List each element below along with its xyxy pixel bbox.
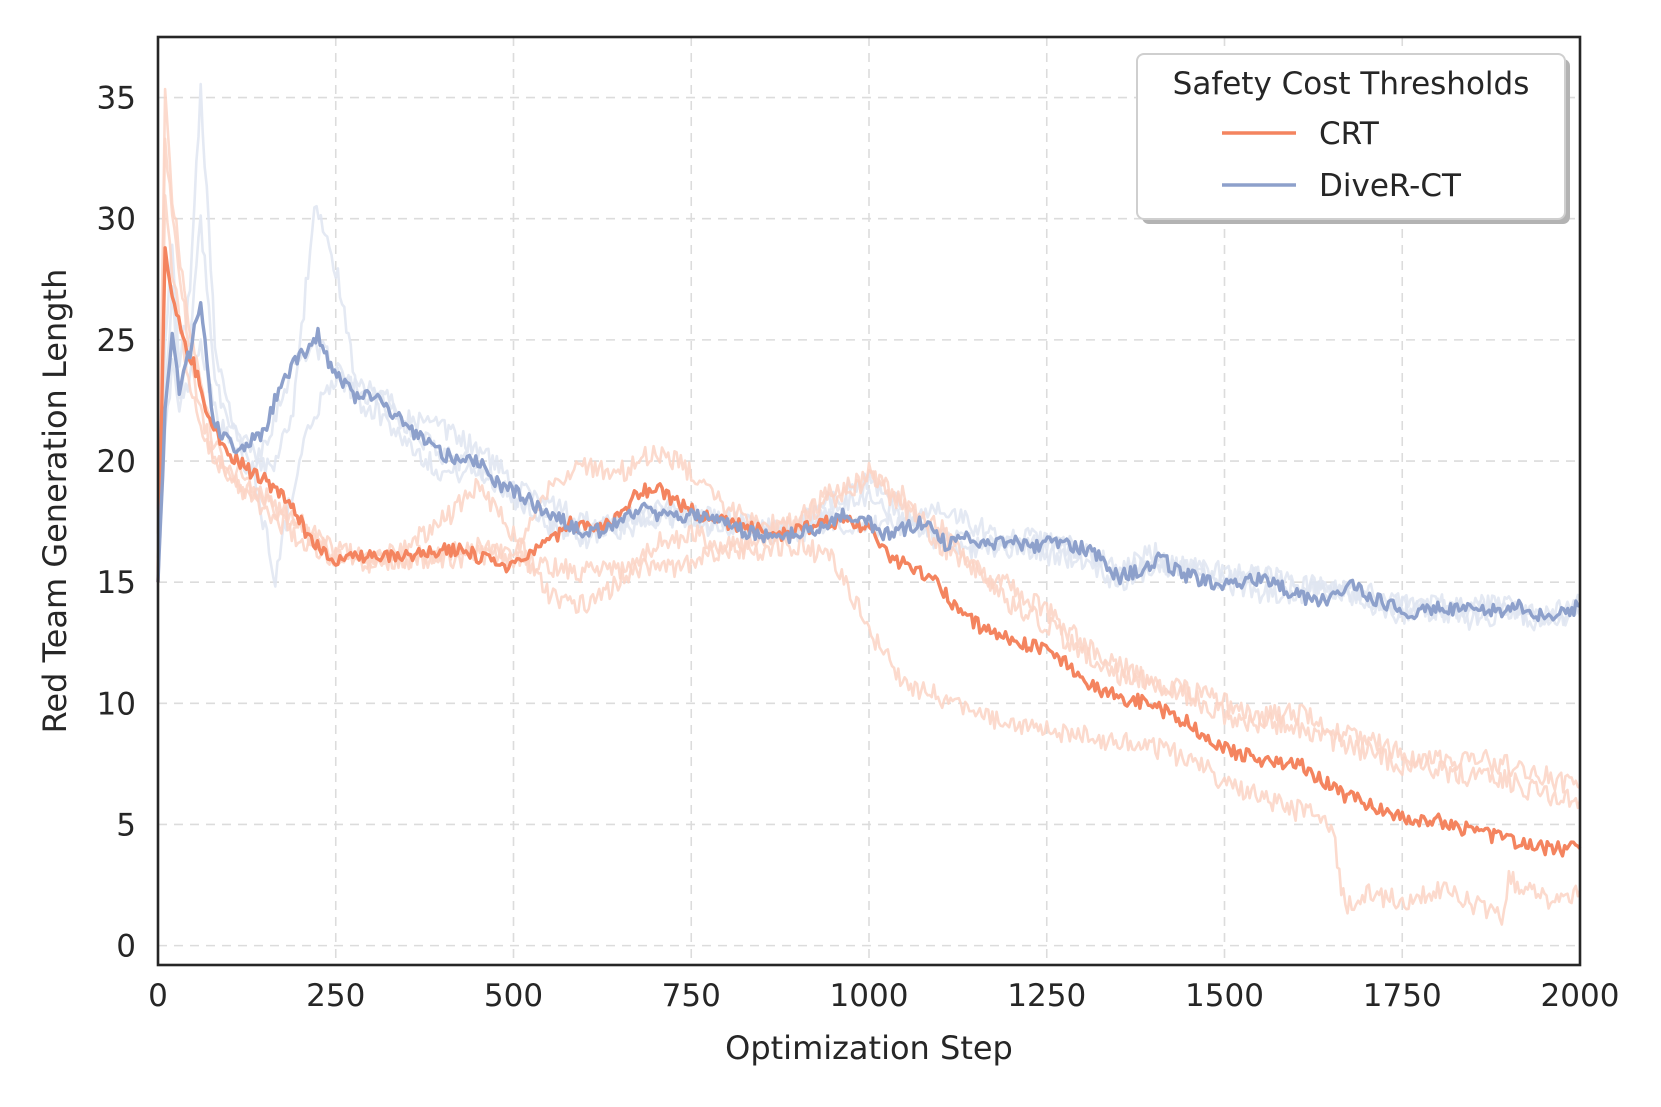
series-line-diverct-run: [156, 338, 1581, 628]
x-tick-label: 1000: [830, 978, 909, 1014]
x-tick-label: 0: [148, 978, 168, 1014]
legend-label-crt: CRT: [1319, 116, 1380, 152]
x-tick-label: 1750: [1363, 978, 1442, 1014]
legend-box: [1136, 53, 1566, 220]
y-tick-label: 30: [97, 202, 136, 238]
y-tick-label: 0: [116, 929, 136, 965]
x-tick-label: 1500: [1185, 978, 1264, 1014]
y-tick-label: 25: [97, 323, 136, 359]
y-tick-label: 10: [97, 686, 136, 722]
y-tick-label: 20: [97, 444, 136, 480]
x-tick-label: 250: [306, 978, 365, 1014]
legend-label-diverct: DiveR-CT: [1319, 168, 1462, 204]
y-tick-label: 5: [116, 807, 136, 843]
plot-frame: [156, 35, 1582, 967]
x-axis-ticks: 0 250 500 750 1000 1250 1500 1750 2000: [148, 978, 1619, 1014]
series-line-diverct-mean: [156, 301, 1581, 623]
y-tick-label: 35: [97, 81, 136, 117]
x-axis-label: Optimization Step: [725, 1029, 1013, 1067]
legend: Safety Cost Thresholds CRT DiveR-CT: [1136, 53, 1570, 224]
y-tick-label: 15: [97, 565, 136, 601]
x-tick-label: 2000: [1541, 978, 1620, 1014]
y-axis-ticks: 0 5 10 15 20 25 30 35: [97, 81, 136, 965]
x-tick-label: 500: [484, 978, 543, 1014]
x-tick-label: 1250: [1007, 978, 1086, 1014]
mean-lines: [156, 246, 1582, 858]
series-line-crt-mean: [156, 246, 1582, 858]
legend-title: Safety Cost Thresholds: [1173, 66, 1530, 102]
y-axis-label: Red Team Generation Length: [36, 269, 74, 734]
x-tick-label: 750: [662, 978, 721, 1014]
